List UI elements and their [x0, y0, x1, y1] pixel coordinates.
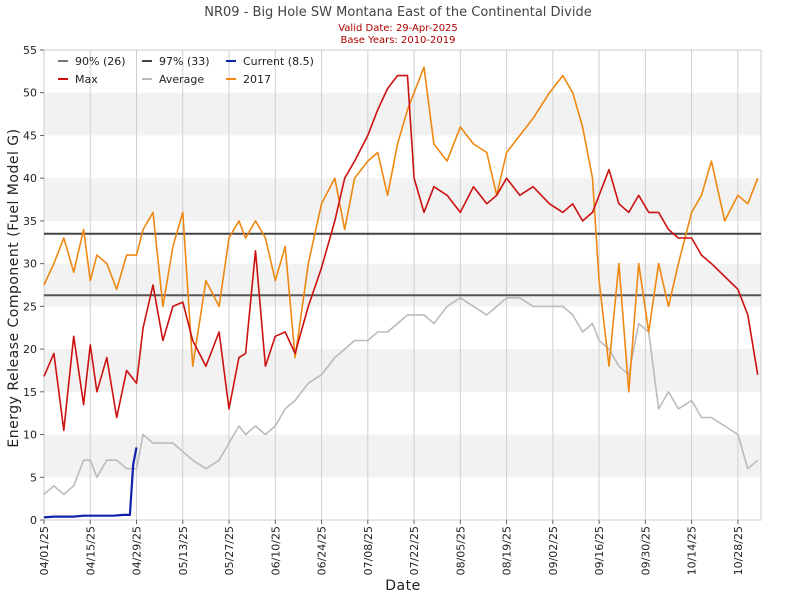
legend-label: 2017	[243, 73, 271, 86]
plot-band	[44, 434, 761, 478]
y-tick-label: 5	[30, 471, 37, 484]
y-tick-label: 15	[23, 386, 37, 399]
x-tick-label: 09/02/25	[547, 526, 560, 575]
y-tick-label: 25	[23, 300, 37, 313]
y-axis-ticks: 0 5 10 15 20 25 30 35 40 45 50 55	[23, 44, 44, 527]
y-tick-label: 30	[23, 258, 37, 271]
x-tick-label: 04/29/25	[131, 526, 144, 575]
y-axis-title: Energy Release Component (Fuel Model G)	[6, 128, 22, 447]
y-tick-label: 35	[23, 215, 37, 228]
threshold-lines	[44, 232, 761, 297]
y-tick-label: 45	[23, 129, 37, 142]
y-tick-label: 20	[23, 343, 37, 356]
x-tick-label: 08/19/25	[501, 526, 514, 575]
x-tick-label: 09/16/25	[593, 526, 606, 575]
legend: 90% (26) 97% (33) Current (8.5) Max Average 2…	[58, 55, 314, 86]
y-tick-label: 10	[23, 429, 37, 442]
chart-subtitle-base-years: Base Years: 2010-2019	[341, 35, 456, 46]
series-lines	[43, 66, 759, 519]
x-tick-label: 08/05/25	[454, 526, 467, 575]
x-tick-label: 06/10/25	[269, 526, 282, 575]
x-axis-title: Date	[385, 578, 420, 594]
x-tick-label: 07/22/25	[408, 526, 421, 575]
x-tick-label: 06/24/25	[316, 526, 329, 575]
x-axis-ticks: 04/01/25 04/15/25 04/29/25 05/13/25 05/27/25…	[38, 520, 745, 575]
x-tick-label: 09/30/25	[639, 526, 652, 575]
y-tick-label: 50	[23, 87, 37, 100]
series-line-current-8-5	[43, 447, 138, 519]
x-tick-label: 04/01/25	[38, 526, 51, 575]
legend-label: 90% (26)	[75, 55, 126, 68]
legend-label: Current (8.5)	[243, 55, 314, 68]
legend-label: Average	[159, 73, 204, 86]
y-tick-label: 40	[23, 172, 37, 185]
chart-subtitle-valid-date: Valid Date: 29-Apr-2025	[338, 23, 458, 34]
x-tick-label: 05/27/25	[223, 526, 236, 575]
y-tick-label: 55	[23, 44, 37, 57]
x-tick-label: 04/15/25	[84, 526, 97, 575]
x-tick-label: 07/08/25	[362, 526, 375, 575]
plot-bands	[44, 92, 761, 478]
y-tick-label: 0	[30, 514, 37, 527]
legend-label: 97% (33)	[159, 55, 210, 68]
vertical-gridlines	[43, 50, 739, 520]
plot-band	[44, 349, 761, 392]
x-tick-label: 05/13/25	[177, 526, 190, 575]
x-tick-label: 10/14/25	[686, 526, 699, 575]
chart-title: NR09 - Big Hole SW Montana East of the C…	[204, 5, 591, 20]
series-line-2017	[43, 66, 759, 393]
series-line-average	[43, 296, 759, 496]
legend-label: Max	[75, 73, 98, 86]
x-tick-label: 10/28/25	[732, 526, 745, 575]
series-line-max	[43, 74, 759, 432]
